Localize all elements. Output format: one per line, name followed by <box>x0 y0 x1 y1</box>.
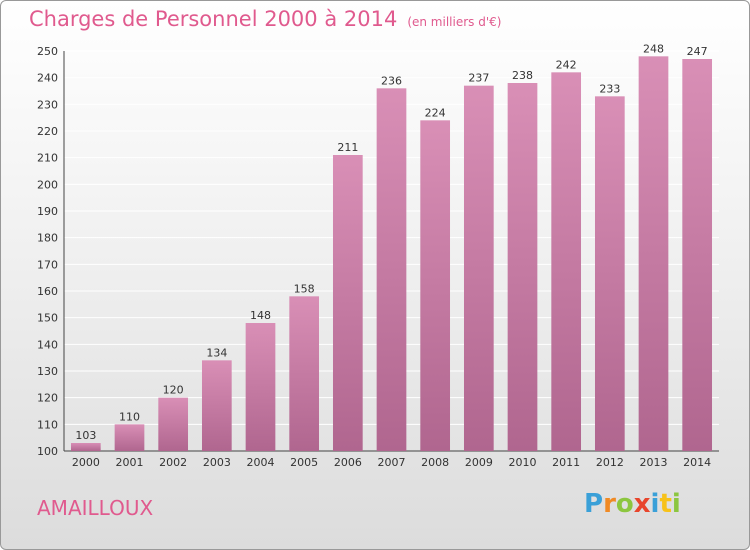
y-tick-label: 210 <box>37 152 58 165</box>
bars <box>70 56 713 452</box>
y-tick-label: 250 <box>37 45 58 58</box>
value-label: 238 <box>512 69 533 82</box>
x-tick-label: 2007 <box>378 456 406 469</box>
commune-name: AMAILLOUX <box>37 496 154 520</box>
value-label: 242 <box>556 58 577 71</box>
logo-letter: P <box>584 489 604 519</box>
bar-2000 <box>70 443 101 451</box>
value-label: 211 <box>337 141 358 154</box>
bar-2013 <box>638 56 669 451</box>
x-tick-label: 2012 <box>596 456 624 469</box>
bar-2002 <box>158 397 189 451</box>
x-tick-label: 2014 <box>683 456 711 469</box>
bar-2012 <box>594 96 625 451</box>
x-tick-label: 2001 <box>116 456 144 469</box>
y-tick-label: 130 <box>37 365 58 378</box>
chart-title: Charges de Personnel 2000 à 2014 (en mill… <box>29 7 501 31</box>
x-tick-label: 2006 <box>334 456 362 469</box>
logo-letter: r <box>603 489 616 519</box>
value-label: 237 <box>468 72 489 85</box>
value-label: 120 <box>163 384 184 397</box>
logo-letter: i <box>650 489 660 519</box>
x-tick-label: 2005 <box>290 456 318 469</box>
logo-letter: t <box>659 489 672 519</box>
logo-letter: x <box>633 489 651 519</box>
x-tick-label: 2011 <box>552 456 580 469</box>
x-tick-label: 2010 <box>509 456 537 469</box>
x-tick-label: 2002 <box>159 456 187 469</box>
x-tick-label: 2009 <box>465 456 493 469</box>
y-tick-label: 140 <box>37 338 58 351</box>
bar-2010 <box>507 83 538 451</box>
bar-2004 <box>245 323 276 451</box>
logo-letter: o <box>615 489 634 519</box>
y-tick-label: 200 <box>37 178 58 191</box>
x-tick-label: 2008 <box>421 456 449 469</box>
bar-2009 <box>463 85 494 452</box>
chart-subtitle: (en milliers d'€) <box>407 15 502 29</box>
bar-2001 <box>114 424 145 451</box>
y-tick-label: 160 <box>37 285 58 298</box>
proxiti-logo: Proxiti <box>584 489 681 519</box>
bar-2007 <box>376 88 407 451</box>
y-tick-label: 170 <box>37 258 58 271</box>
value-label: 224 <box>425 106 446 119</box>
bar-2005 <box>289 296 320 451</box>
bar-2008 <box>420 120 451 451</box>
bar-2011 <box>551 72 582 451</box>
y-tick-label: 150 <box>37 312 58 325</box>
value-label: 248 <box>643 42 664 55</box>
labels: 100 110 120 130 140 150 160 170 180 190 200 210 220 2… <box>37 42 711 469</box>
value-label: 236 <box>381 74 402 87</box>
y-tick-label: 120 <box>37 392 58 405</box>
logo-letter: i <box>671 489 681 519</box>
bar-2003 <box>201 360 232 451</box>
value-label: 247 <box>687 45 708 58</box>
x-tick-label: 2000 <box>72 456 100 469</box>
y-tick-label: 100 <box>37 445 58 458</box>
y-tick-label: 190 <box>37 205 58 218</box>
x-tick-label: 2013 <box>640 456 668 469</box>
value-label: 148 <box>250 309 271 322</box>
value-label: 110 <box>119 410 140 423</box>
bar-2014 <box>682 59 713 451</box>
y-tick-label: 220 <box>37 125 58 138</box>
x-tick-label: 2004 <box>247 456 275 469</box>
value-label: 158 <box>294 282 315 295</box>
bar-2006 <box>332 155 363 451</box>
value-label: 134 <box>206 346 227 359</box>
chart-title-text: Charges de Personnel 2000 à 2014 <box>29 7 398 31</box>
value-label: 233 <box>599 82 620 95</box>
y-tick-label: 240 <box>37 72 58 85</box>
x-tick-label: 2003 <box>203 456 231 469</box>
y-tick-label: 180 <box>37 232 58 245</box>
y-tick-label: 110 <box>37 418 58 431</box>
y-tick-label: 230 <box>37 98 58 111</box>
value-label: 103 <box>75 429 96 442</box>
